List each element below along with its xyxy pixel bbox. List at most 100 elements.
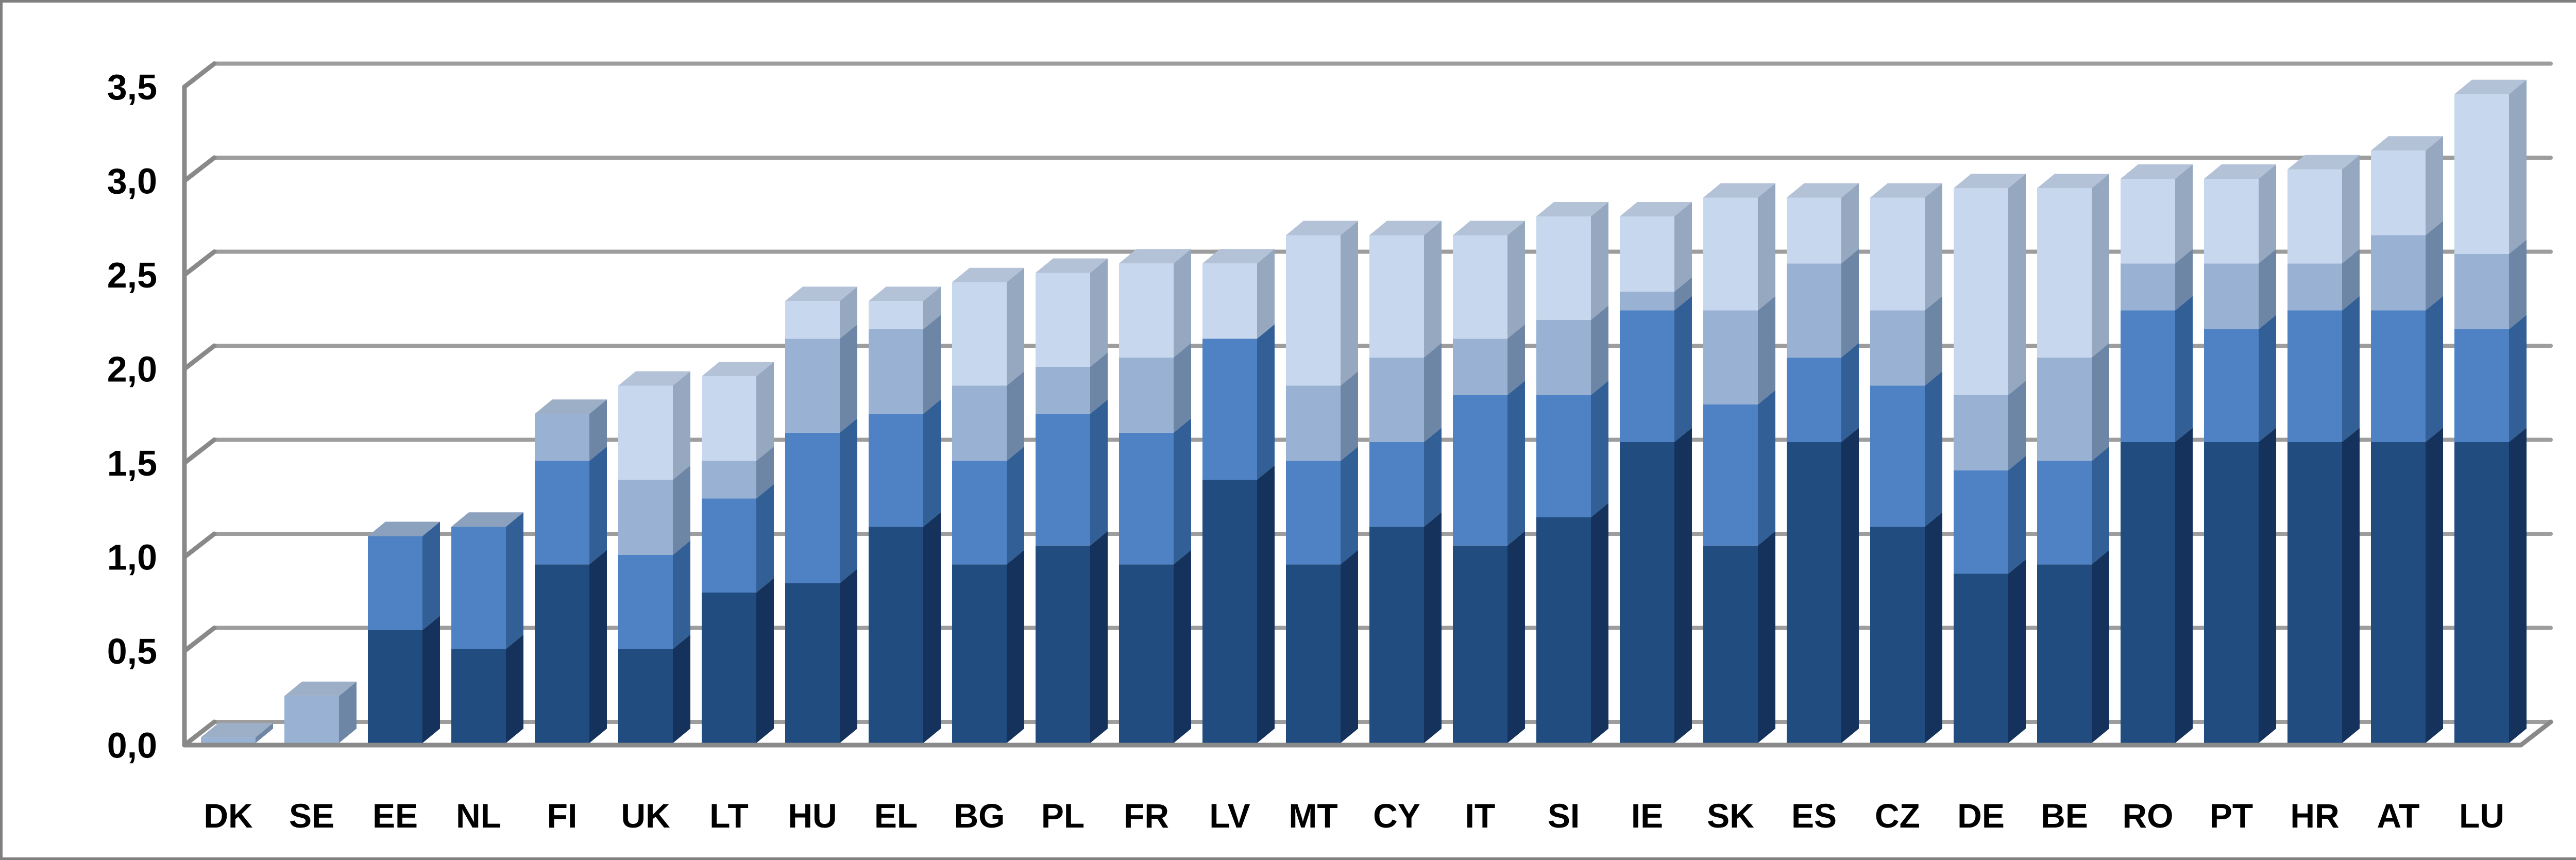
bar-segment — [1119, 357, 1174, 433]
bar-segment-side — [1841, 343, 1859, 442]
bar-segment-side — [1674, 277, 1692, 311]
bar-segment-side — [1507, 324, 1525, 395]
stacked-bar-chart-3d: 0,0 0,5 1,0 1,5 2,0 2,5 3,0 3,5 DK SE EE NL FI UK LT HU… — [107, 61, 2553, 835]
bar-segment — [2204, 442, 2259, 743]
bar-segment — [1119, 432, 1174, 565]
bar-top-face — [451, 512, 523, 527]
bar-segment-side — [422, 521, 440, 630]
x-category-label: DK — [204, 797, 253, 835]
bar-segment-side — [422, 616, 440, 743]
bar-segment — [2287, 442, 2342, 743]
bar-segment-side — [1758, 390, 1775, 546]
bar-segment-side — [1424, 221, 1442, 358]
bar-segment — [2204, 179, 2259, 264]
bar-segment — [1870, 527, 1925, 743]
bar-segment-side — [1925, 183, 1942, 311]
bar-SI — [1536, 202, 1608, 743]
bar-BE — [2037, 174, 2109, 743]
bar-segment-side — [840, 286, 857, 339]
bar-segment — [1536, 319, 1591, 395]
bar-segment-side — [1424, 343, 1442, 442]
bar-segment — [1119, 263, 1174, 358]
bar-segment — [2037, 357, 2092, 461]
x-category-label: SK — [1707, 797, 1754, 835]
bar-segment — [2371, 442, 2426, 743]
bar-segment — [2121, 442, 2175, 743]
x-category-label: LU — [2459, 797, 2504, 835]
bar-segment — [2037, 564, 2092, 743]
bar-segment-side — [1591, 305, 1608, 395]
bar-segment — [2204, 263, 2259, 329]
bar-top-face — [618, 371, 690, 386]
x-category-label: SE — [289, 797, 334, 835]
bar-segment-side — [2426, 428, 2443, 743]
bar-segment-side — [1090, 399, 1108, 546]
bar-segment-side — [1591, 503, 1608, 743]
bar-ES — [1787, 183, 1859, 743]
bar-top-face — [284, 681, 357, 696]
bar-top-face — [1119, 249, 1191, 264]
bar-segment — [201, 737, 256, 743]
y-tick-label: 3,5 — [107, 67, 157, 107]
bar-top-face — [2454, 79, 2527, 94]
x-category-label: BE — [2041, 797, 2088, 835]
bar-segment — [2287, 310, 2342, 442]
bar-top-face — [1536, 202, 1608, 216]
bar-LV — [1202, 249, 1275, 743]
y-tick-label: 3,0 — [107, 161, 157, 201]
bar-segment-side — [2092, 446, 2109, 565]
bar-PT — [2204, 164, 2276, 743]
x-category-label: AT — [2377, 797, 2419, 835]
bar-segment — [1286, 235, 1341, 386]
bar-segment-side — [840, 418, 857, 583]
bar-NL — [451, 512, 523, 743]
bar-MT — [1286, 221, 1358, 743]
bar-segment-side — [589, 446, 607, 565]
bar-top-face — [785, 286, 857, 301]
bar-segment-side — [2509, 315, 2527, 442]
bar-top-face — [952, 267, 1024, 282]
bar-segment-side — [1090, 258, 1108, 367]
bar-segment — [2371, 150, 2426, 235]
bar-segment — [284, 696, 339, 743]
bar-segment — [368, 630, 422, 743]
bar-segment-side — [1090, 352, 1108, 414]
bar-top-face — [702, 362, 774, 377]
x-category-label: IE — [1631, 797, 1663, 835]
bar-SE — [284, 681, 357, 743]
bar-segment-side — [1007, 371, 1024, 461]
bar-segment-side — [2259, 164, 2276, 264]
x-category-label: DE — [1957, 797, 2005, 835]
bar-segment-side — [1758, 531, 1775, 743]
bar-segment — [1870, 197, 1925, 311]
bar-segment — [702, 461, 756, 499]
bar-segment-side — [1174, 343, 1191, 433]
bar-segment — [2121, 263, 2175, 311]
bar-segment — [2454, 329, 2509, 442]
y-tick-label: 1,0 — [107, 537, 157, 578]
bar-segment-side — [2509, 428, 2527, 743]
bar-segment — [535, 414, 589, 461]
bar-segment-side — [1674, 202, 1692, 292]
bar-segment — [1787, 357, 1841, 442]
bar-segment-side — [756, 578, 774, 743]
bar-segment-side — [1257, 324, 1275, 480]
bar-segment-side — [1925, 296, 1942, 386]
bar-segment-side — [1591, 380, 1608, 517]
bar-segment-side — [1090, 531, 1108, 743]
bar-segment — [1453, 235, 1507, 339]
bar-top-face — [1787, 183, 1859, 198]
axis-depth-connector — [182, 249, 217, 277]
bar-segment — [1369, 527, 1424, 743]
bar-segment-side — [2175, 296, 2193, 442]
bar-UK — [618, 371, 690, 743]
axis-depth-connector — [182, 531, 217, 560]
axis-depth-connector — [182, 437, 217, 465]
bar-segment — [618, 480, 673, 555]
bar-segment-side — [1174, 249, 1191, 358]
bar-segment — [1536, 395, 1591, 517]
bar-segment — [2371, 235, 2426, 311]
bar-segment-side — [756, 362, 774, 461]
bar-segment — [2037, 188, 2092, 358]
